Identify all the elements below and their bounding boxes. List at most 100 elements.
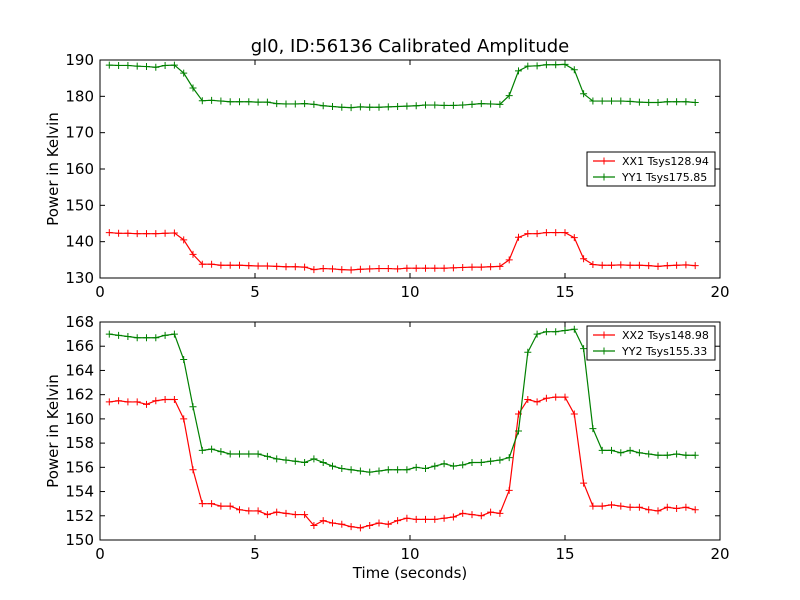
- data-point-marker: [542, 394, 550, 402]
- data-point-marker: [580, 90, 588, 98]
- data-point-marker: [598, 502, 606, 510]
- data-point-marker: [375, 467, 383, 475]
- data-point-marker: [496, 100, 504, 108]
- data-point-marker: [589, 502, 597, 510]
- data-point-marker: [570, 66, 578, 74]
- data-point-marker: [589, 97, 597, 105]
- data-point-marker: [524, 348, 532, 356]
- data-point-marker: [626, 503, 634, 511]
- data-point-marker: [338, 465, 346, 473]
- data-point-marker: [487, 457, 495, 465]
- data-point-marker: [617, 449, 625, 457]
- data-point-marker: [236, 450, 243, 458]
- data-point-marker: [645, 99, 653, 107]
- data-point-marker: [552, 393, 560, 401]
- data-point-marker: [645, 506, 653, 514]
- data-point-marker: [338, 103, 346, 111]
- y-tick-label: 130: [65, 269, 94, 287]
- data-point-marker: [663, 451, 671, 459]
- x-tick-label: 5: [250, 283, 260, 301]
- data-point-marker: [384, 103, 392, 111]
- data-point-marker: [124, 333, 132, 341]
- data-point-marker: [449, 101, 457, 109]
- data-point-marker: [412, 102, 420, 110]
- data-point-marker: [626, 97, 634, 105]
- data-point-marker: [310, 100, 318, 108]
- data-point-marker: [329, 462, 336, 470]
- data-point-marker: [459, 263, 467, 271]
- data-point-marker: [338, 266, 346, 274]
- y-tick-label: 150: [65, 196, 94, 214]
- data-point-marker: [310, 266, 318, 274]
- data-point-marker: [115, 331, 123, 339]
- data-point-marker: [673, 98, 681, 106]
- data-point-marker: [542, 328, 550, 336]
- data-point-marker: [682, 503, 690, 511]
- data-point-marker: [403, 466, 411, 474]
- data-point-marker: [198, 446, 206, 454]
- data-point-marker: [580, 479, 588, 487]
- data-point-marker: [589, 425, 597, 433]
- data-point-marker: [375, 265, 383, 273]
- data-point-marker: [356, 103, 364, 111]
- data-point-marker: [347, 523, 355, 531]
- data-point-marker: [319, 517, 327, 525]
- data-point-marker: [217, 97, 225, 105]
- data-point-marker: [561, 393, 569, 401]
- data-point-marker: [133, 334, 141, 342]
- data-point-marker: [236, 506, 243, 514]
- data-point-marker: [143, 63, 150, 71]
- data-point-marker: [673, 450, 681, 458]
- x-tick-label: 15: [555, 545, 574, 563]
- data-point-marker: [105, 61, 113, 69]
- data-point-marker: [403, 264, 411, 272]
- data-point-marker: [189, 466, 197, 474]
- legend-box: [586, 151, 716, 187]
- legend: XX1 Tsys128.94 YY1 Tsys175.85: [586, 151, 716, 187]
- data-point-marker: [449, 264, 457, 272]
- data-point-marker: [189, 84, 197, 92]
- data-point-marker: [533, 230, 541, 238]
- data-point-marker: [431, 462, 439, 470]
- data-point-marker: [440, 101, 448, 109]
- data-point-marker: [608, 261, 615, 269]
- data-point-marker: [347, 466, 355, 474]
- data-point-marker: [198, 500, 206, 508]
- legend-marker: [600, 331, 608, 339]
- data-point-marker: [115, 397, 123, 405]
- data-point-marker: [226, 98, 234, 106]
- data-point-marker: [347, 266, 355, 274]
- data-point-marker: [505, 92, 513, 100]
- series-line: [109, 231, 696, 271]
- data-point-marker: [422, 515, 429, 523]
- data-point-marker: [189, 250, 197, 258]
- data-point-marker: [533, 62, 541, 70]
- legend-entry-label: YY1 Tsys175.85: [621, 171, 707, 184]
- data-point-marker: [449, 513, 457, 521]
- data-point-marker: [319, 458, 327, 466]
- y-tick-label: 150: [65, 531, 94, 549]
- data-point-marker: [394, 103, 402, 111]
- legend-marker: [600, 347, 608, 355]
- data-point-marker: [124, 61, 132, 69]
- data-point-marker: [422, 264, 429, 272]
- data-point-marker: [477, 100, 485, 108]
- y-axis-label: Power in Kelvin: [44, 112, 62, 226]
- data-point-marker: [468, 100, 476, 108]
- data-point-marker: [226, 502, 234, 510]
- y-axis-label: Power in Kelvin: [44, 374, 62, 488]
- data-point-marker: [422, 465, 429, 473]
- data-point-marker: [608, 501, 615, 509]
- x-tick-label: 5: [250, 545, 260, 563]
- data-point-marker: [217, 261, 225, 269]
- legend-marker: [600, 173, 608, 181]
- data-point-marker: [105, 330, 113, 338]
- data-point-marker: [394, 265, 402, 273]
- data-point-marker: [598, 261, 606, 269]
- data-point-marker: [245, 507, 253, 515]
- data-point-marker: [394, 517, 402, 525]
- data-point-marker: [180, 236, 188, 244]
- data-point-marker: [226, 450, 234, 458]
- data-point-marker: [487, 508, 495, 516]
